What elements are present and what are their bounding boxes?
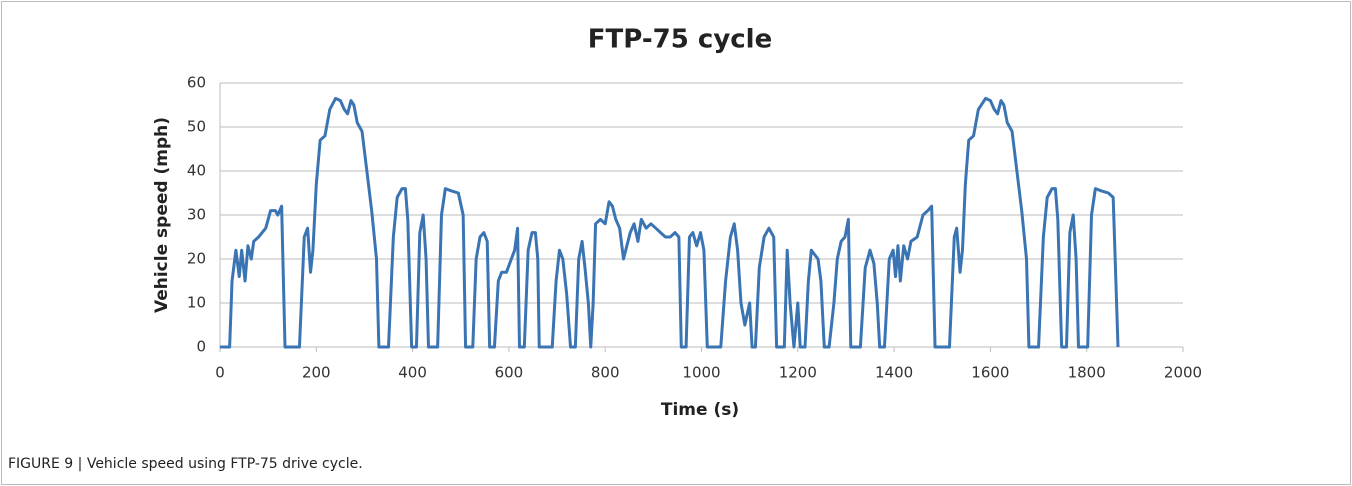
x-tick-label: 1000 <box>682 364 720 382</box>
x-tick-label: 600 <box>495 364 524 382</box>
x-tick-label: 1400 <box>875 364 913 382</box>
x-tick-label: 800 <box>591 364 620 382</box>
x-tick-label: 200 <box>302 364 331 382</box>
data-line <box>220 96 1120 349</box>
x-tick-label: 2000 <box>1164 364 1202 382</box>
y-tick-label: 20 <box>187 250 206 268</box>
chart-title: FTP-75 cycle <box>588 25 772 55</box>
x-tick-label: 1200 <box>779 364 817 382</box>
y-tick-label: 50 <box>187 118 206 136</box>
y-tick-label: 30 <box>187 206 206 224</box>
x-tick-label: 1800 <box>1068 364 1106 382</box>
y-axis-label: Vehicle speed (mph) <box>152 117 172 313</box>
y-tick-label: 10 <box>187 294 206 312</box>
x-tick-label: 1600 <box>971 364 1009 382</box>
x-tick-label: 0 <box>215 364 225 382</box>
x-axis-label: Time (s) <box>661 400 739 420</box>
y-tick-label: 40 <box>187 162 206 180</box>
x-tick-label: 400 <box>398 364 427 382</box>
caption: FIGURE 9 | Vehicle speed using FTP-75 dr… <box>8 456 363 472</box>
y-tick-label: 60 <box>187 74 206 92</box>
y-tick-label: 0 <box>196 338 206 356</box>
